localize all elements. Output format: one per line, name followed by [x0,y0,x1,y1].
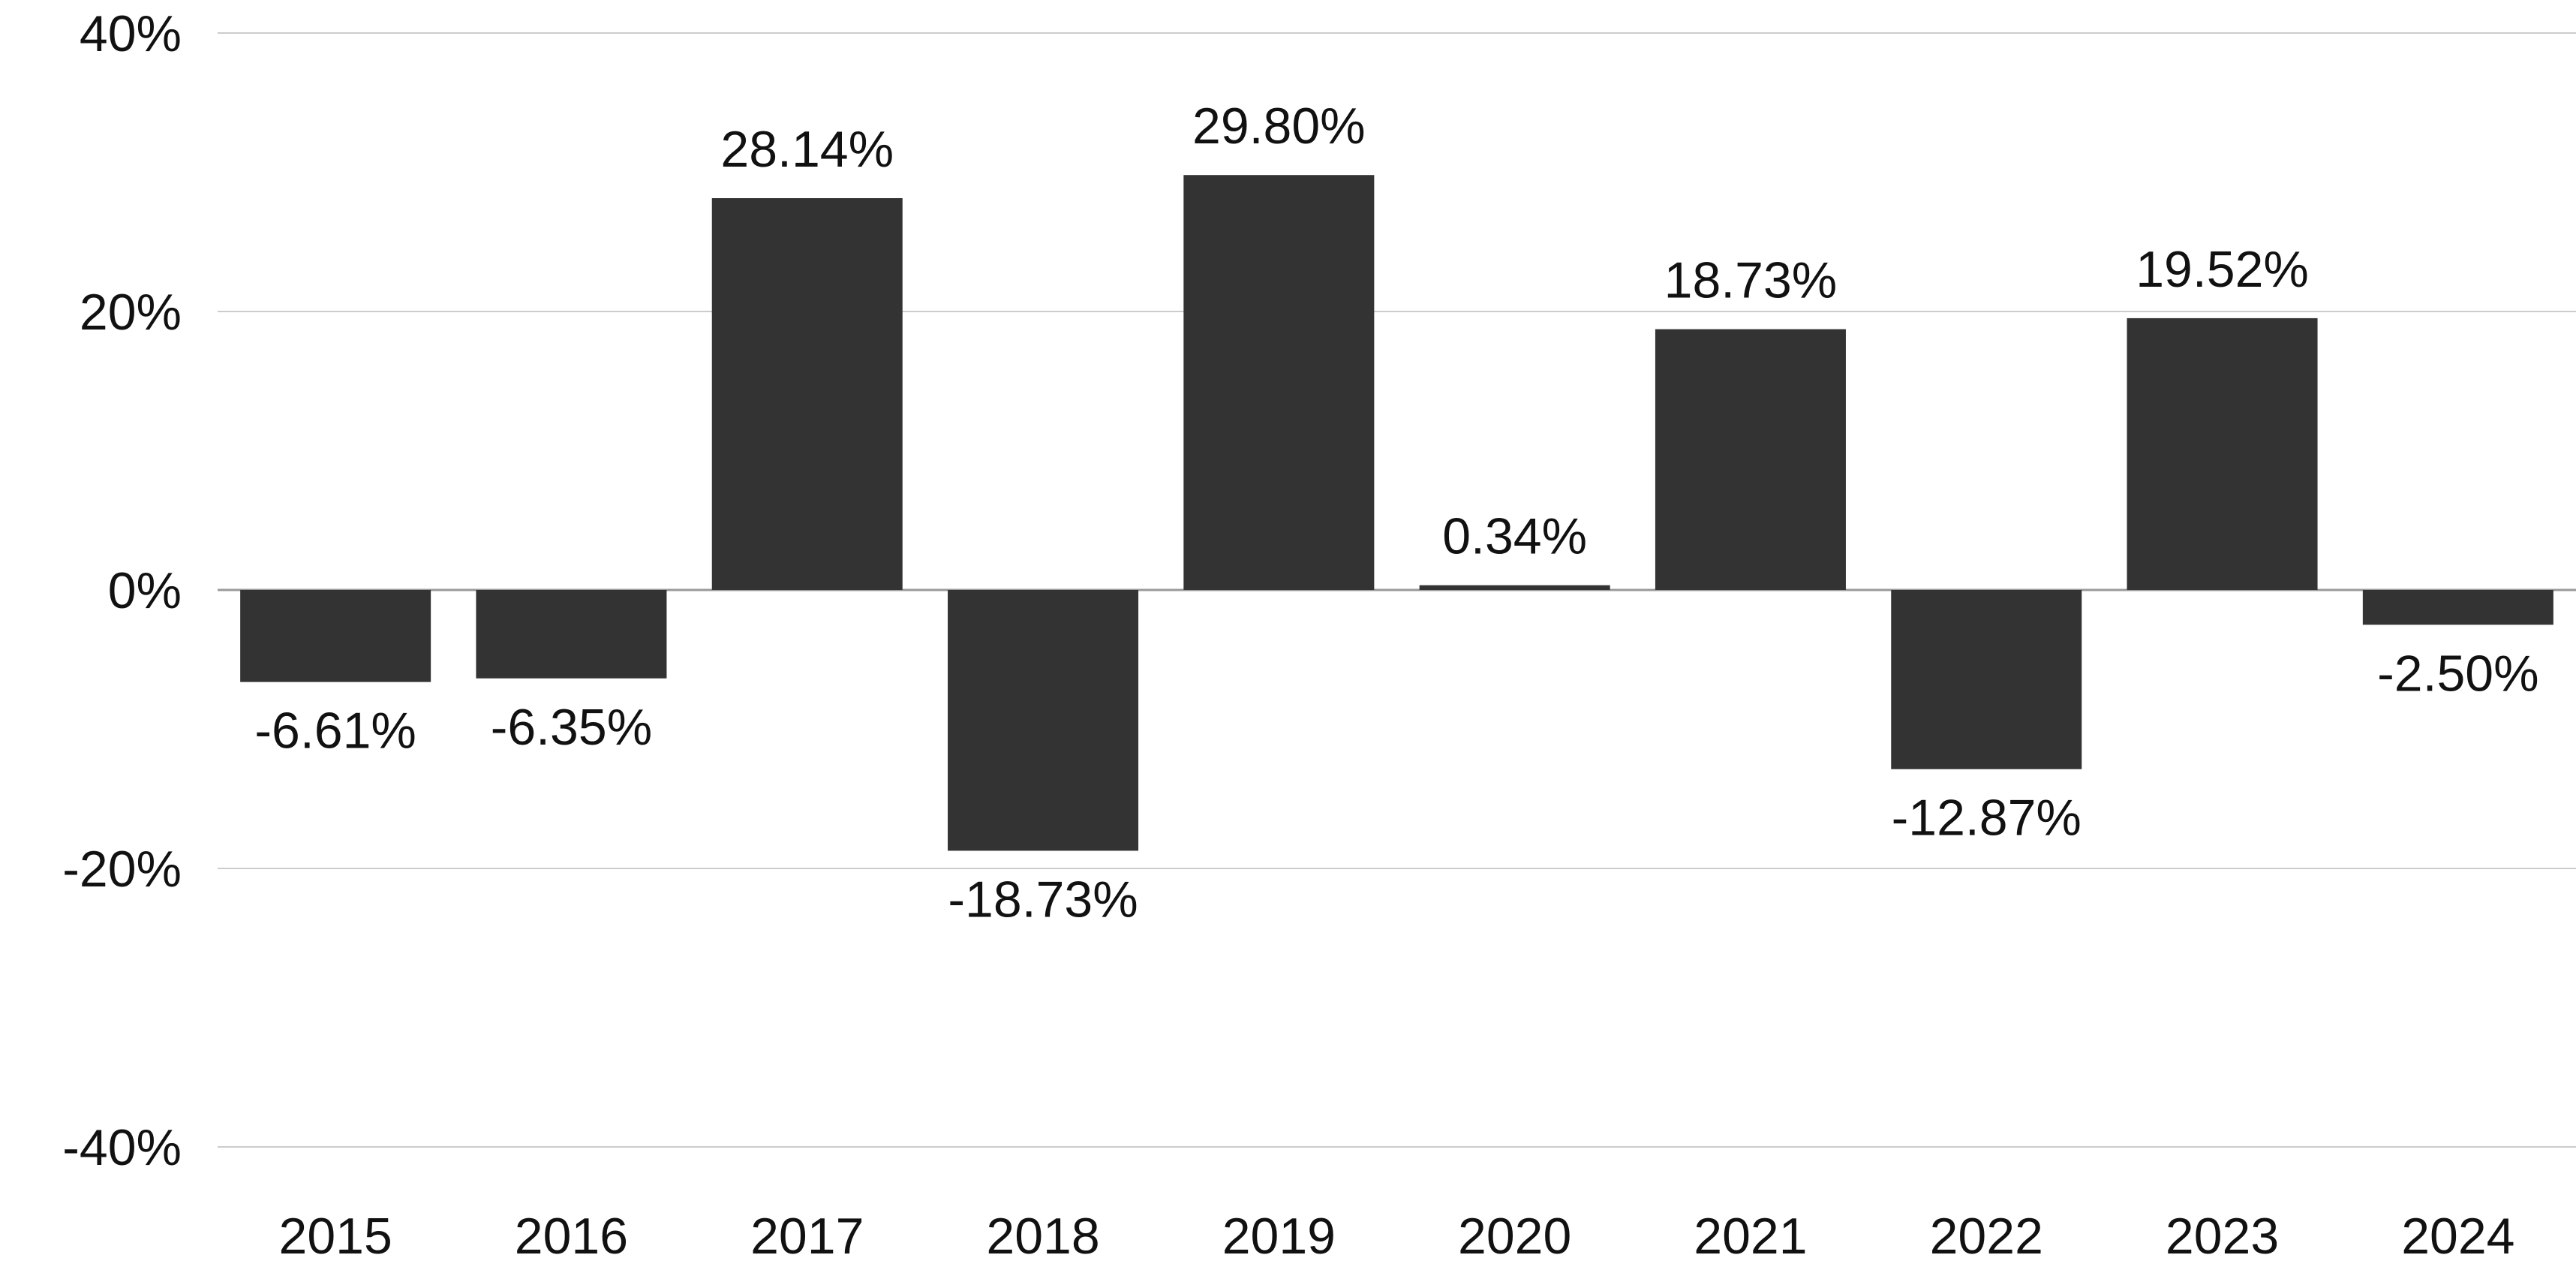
x-tick-label: 2023 [2166,1208,2279,1265]
bar-2024 [2362,590,2553,625]
x-tick-label: 2018 [986,1208,1099,1265]
y-tick-label: 0% [108,562,182,619]
data-label: 0.34% [1442,508,1587,565]
bar-2021 [1655,329,1846,590]
axis-labels: 40% 20% 0% -20% -40% 2015 2016 2017 2018 2019 2020… [62,5,2514,1265]
x-tick-label: 2017 [750,1208,864,1265]
y-tick-label: 20% [80,284,182,341]
data-label: -6.61% [254,703,416,760]
x-tick-label: 2020 [1458,1208,1571,1265]
x-tick-label: 2022 [1930,1208,2043,1265]
data-label: -12.87% [1892,790,2082,847]
bar-2020 [1419,585,1610,590]
bar-2018 [948,590,1139,851]
data-labels: -6.61% -6.35% 28.14% -18.73% 29.80% 0.34% 18.7… [254,98,2538,928]
bars [240,175,2553,851]
bar-2022 [1891,590,2082,769]
data-label: -18.73% [948,871,1138,928]
bar-2015 [240,590,431,682]
y-tick-label: 40% [80,5,182,62]
data-label: 28.14% [720,121,894,178]
data-label: 29.80% [1192,98,1366,155]
bar-2017 [711,198,903,590]
data-label: -2.50% [2377,645,2538,702]
x-tick-label: 2024 [2401,1208,2514,1265]
x-tick-label: 2015 [279,1208,392,1265]
y-tick-label: -20% [62,841,182,898]
data-label: 19.52% [2136,241,2309,298]
bar-2019 [1183,175,1375,590]
data-label: -6.35% [491,699,652,756]
x-tick-label: 2019 [1222,1208,1336,1265]
x-tick-label: 2016 [515,1208,628,1265]
bar-2016 [476,590,667,679]
y-tick-label: -40% [62,1119,182,1176]
data-label: 18.73% [1664,252,1838,309]
bar-2023 [2127,318,2318,590]
x-tick-label: 2021 [1694,1208,1807,1265]
